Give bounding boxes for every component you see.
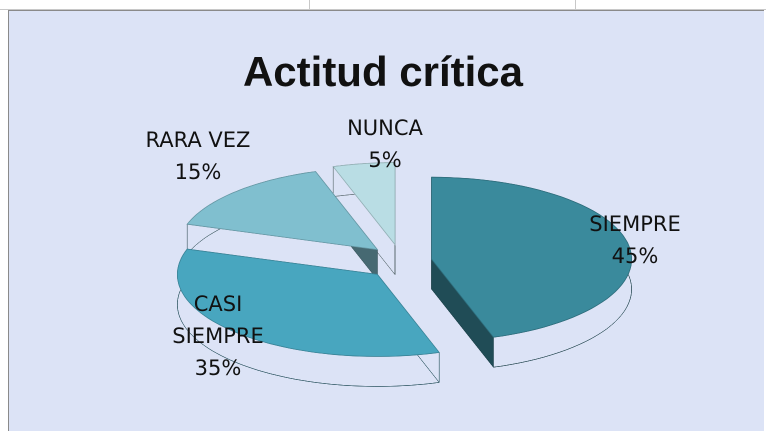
slice bbox=[431, 176, 633, 338]
data-label: SIEMPRE 45% bbox=[580, 208, 690, 272]
value-label: 15% bbox=[174, 160, 222, 184]
data-label: RARA VEZ 15% bbox=[128, 124, 268, 188]
slice bbox=[186, 171, 379, 251]
data-label: CASI SIEMPRE 35% bbox=[148, 288, 288, 384]
value-label: 45% bbox=[611, 244, 659, 268]
category-label: RARA VEZ bbox=[145, 128, 251, 152]
slice bbox=[177, 248, 440, 357]
data-label: NUNCA 5% bbox=[330, 112, 440, 176]
category-label: NUNCA bbox=[347, 116, 423, 140]
slice bbox=[332, 162, 396, 246]
category-label: CASI SIEMPRE bbox=[172, 292, 264, 348]
chart-title: Actitud crítica bbox=[242, 48, 524, 95]
value-label: 35% bbox=[194, 356, 242, 380]
value-label: 5% bbox=[368, 148, 402, 172]
sheet-grid bbox=[0, 0, 766, 10]
category-label: SIEMPRE bbox=[589, 212, 681, 236]
